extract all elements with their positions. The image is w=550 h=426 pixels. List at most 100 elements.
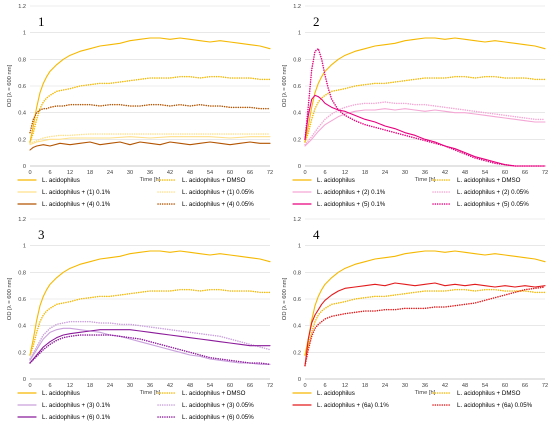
chart4-ytick-label: 0.6: [293, 297, 301, 303]
chart3-ytick-label: 0: [23, 377, 26, 383]
chart4-legend-label-1: L. acidophilus: [317, 390, 355, 397]
chart3-ytick-label: 1: [23, 244, 26, 250]
chart2-ytick-label: 0: [298, 164, 301, 170]
chart4-panel-number: 4: [313, 227, 320, 242]
chart3-xtick-label: 0: [28, 383, 31, 389]
chart3-xtick-label: 18: [87, 383, 93, 389]
chart1-legend-label-1: L. acidophilus: [42, 177, 80, 184]
chart1-xtick-label: 54: [207, 170, 213, 176]
chart3-ytick-label: 0.2: [18, 350, 26, 356]
chart1-series-line-5: [29, 141, 271, 151]
chart2-legend-label-1: L. acidophilus: [317, 177, 355, 184]
chart4-xtick-label: 66: [522, 383, 528, 389]
chart3-xtick-label: 30: [127, 383, 133, 389]
chart3-panel-number: 3: [38, 227, 45, 242]
chart3-ytick-label: 0.6: [18, 297, 26, 303]
chart2-series-line-4: [304, 101, 546, 146]
chart1-series-line-4: [29, 133, 271, 145]
chart2-series-line-5: [304, 94, 546, 167]
chart4-legend-label-2: L. acidophilus + DMSO: [457, 390, 521, 397]
chart4-ytick-label: 1.2: [293, 217, 301, 223]
chart1-series-line-1: [29, 37, 271, 143]
chart3-xtick-label: 36: [147, 383, 153, 389]
chart2-xtick-label: 54: [482, 170, 488, 176]
chart-panel-1: 0 0.2 0.4 0.6 0.8 1 1.2 0 6 12 18 24 30 36 42 48 54 60 66 7…: [0, 0, 275, 213]
chart2-y-axis-title: OD [λ = 600 nm]: [282, 64, 288, 107]
chart4-series-line-3: [304, 282, 546, 367]
chart4-series-line-4: [304, 286, 546, 367]
chart3-xtick-label: 6: [48, 383, 51, 389]
chart2-xtick-label: 12: [342, 170, 348, 176]
chart1-legend-label-4: L. acidophilus + (1) 0.05%: [182, 189, 254, 196]
chart4-xtick-label: 60: [502, 383, 508, 389]
chart2-ytick-label: 1.2: [293, 4, 301, 10]
chart3-legend-label-4: L. acidophilus + (3) 0.05%: [182, 402, 254, 409]
chart3-ytick-label: 1.2: [18, 217, 26, 223]
chart3-xtick-label: 48: [187, 383, 193, 389]
chart1-xtick-label: 48: [187, 170, 193, 176]
chart2-series-line-6: [304, 47, 546, 167]
chart4-series-line-2: [304, 288, 546, 356]
chart2-legend-label-6: L. acidophilus + (5) 0.05%: [457, 201, 529, 208]
chart4-xtick-label: 30: [402, 383, 408, 389]
chart1-xtick-label: 30: [127, 170, 133, 176]
chart3-legend-label-6: L. acidophilus + (6) 0.05%: [182, 414, 254, 421]
chart3-legend-label-1: L. acidophilus: [42, 390, 80, 397]
chart4-ytick-label: 0: [298, 377, 301, 383]
chart-svg-2: 0 0.2 0.4 0.6 0.8 1 1.2 0 6 12 18 24 30 36 42 48 54 60 66 7…: [282, 4, 548, 208]
chart2-ytick-label: 0.6: [293, 84, 301, 90]
chart4-series-line-1: [304, 250, 546, 356]
chart2-x-axis-title: Time [h]: [415, 177, 436, 183]
chart1-series-line-3: [29, 136, 271, 146]
chart2-xtick-label: 18: [362, 170, 368, 176]
chart2-xtick-label: 6: [323, 170, 326, 176]
chart4-xtick-label: 48: [462, 383, 468, 389]
chart4-xtick-label: 24: [382, 383, 388, 389]
chart2-xtick-label: 0: [303, 170, 306, 176]
chart3-xtick-label: 12: [67, 383, 73, 389]
chart3-ytick-label: 0.8: [18, 270, 26, 276]
chart-svg-4: 0 0.2 0.4 0.6 0.8 1 1.2 0 6 12 18 24 30 36 42 48 54 60 66 7…: [282, 217, 548, 409]
chart2-xtick-label: 36: [422, 170, 428, 176]
chart2-xtick-label: 66: [522, 170, 528, 176]
chart2-xtick-label: 60: [502, 170, 508, 176]
chart2-ytick-label: 0.2: [293, 137, 301, 143]
chart4-xtick-label: 54: [482, 383, 488, 389]
chart1-legend-label-2: L. acidophilus + DMSO: [182, 177, 246, 184]
chart2-legend-label-3: L. acidophilus + (2) 0.1%: [317, 189, 386, 196]
chart4-x-axis-title: Time [h]: [415, 390, 436, 396]
chart-svg-1: 0 0.2 0.4 0.6 0.8 1 1.2 0 6 12 18 24 30 36 42 48 54 60 66 7…: [7, 4, 273, 208]
chart4-xtick-label: 36: [422, 383, 428, 389]
chart1-xtick-label: 60: [227, 170, 233, 176]
chart3-series-line-5: [29, 329, 271, 364]
chart4-xtick-label: 0: [303, 383, 306, 389]
chart3-y-axis-title: OD [λ = 600 nm]: [7, 277, 13, 320]
chart1-legend-label-6: L. acidophilus + (4) 0.05%: [182, 201, 254, 208]
chart3-xtick-label: 66: [247, 383, 253, 389]
chart1-ytick-label: 0.4: [18, 111, 26, 117]
chart1-ytick-label: 0.8: [18, 57, 26, 63]
chart1-xtick-label: 0: [28, 170, 31, 176]
chart1-ytick-label: 0.2: [18, 137, 26, 143]
chart-panel-4: 0 0.2 0.4 0.6 0.8 1 1.2 0 6 12 18 24 30 36 42 48 54 60 66 7…: [275, 213, 550, 426]
chart2-series-line-1: [304, 37, 546, 143]
chart-panel-3: 0 0.2 0.4 0.6 0.8 1 1.2 0 6 12 18 24 30 36 42 48 54 60 66 7…: [0, 213, 275, 426]
chart2-ytick-label: 1: [298, 31, 301, 37]
chart3-legend-label-2: L. acidophilus + DMSO: [182, 390, 246, 397]
chart1-xtick-label: 12: [67, 170, 73, 176]
chart4-legend-label-4: L. acidophilus + (6a) 0.05%: [457, 402, 533, 409]
chart4-xtick-label: 18: [362, 383, 368, 389]
chart-svg-3: 0 0.2 0.4 0.6 0.8 1 1.2 0 6 12 18 24 30 36 42 48 54 60 66 7…: [7, 217, 273, 421]
chart3-legend-label-3: L. acidophilus + (3) 0.1%: [42, 402, 111, 409]
chart4-y-axis-title: OD [λ = 600 nm]: [282, 277, 288, 320]
chart1-ytick-label: 1: [23, 31, 26, 37]
chart3-series-line-2: [29, 288, 271, 356]
chart4-ytick-label: 1: [298, 244, 301, 250]
chart3-xtick-label: 24: [107, 383, 113, 389]
chart3-xtick-label: 54: [207, 383, 213, 389]
chart2-xtick-label: 72: [542, 170, 548, 176]
chart4-ytick-label: 0.8: [293, 270, 301, 276]
chart4-xtick-label: 42: [442, 383, 448, 389]
chart4-legend-label-3: L. acidophilus + (6a) 0.1%: [317, 402, 389, 409]
